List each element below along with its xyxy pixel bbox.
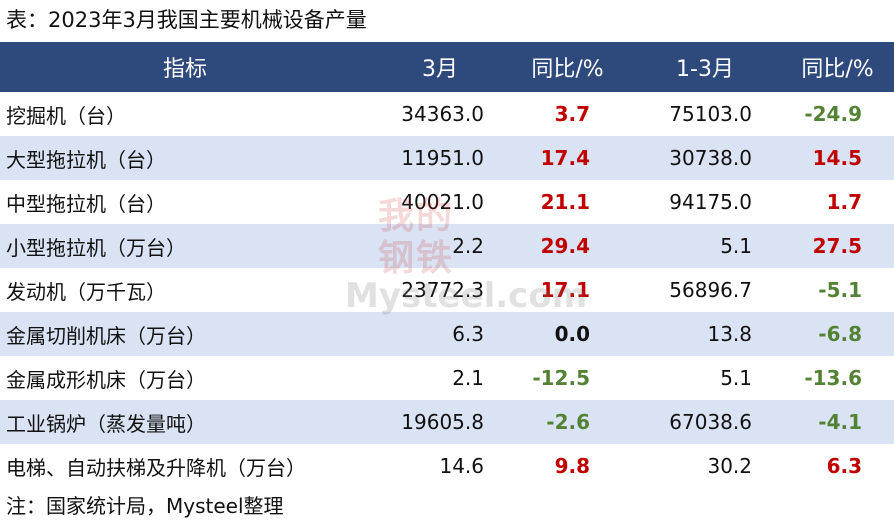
data-cell: 1.7 [826,190,862,214]
data-cell: -5.1 [818,278,862,302]
row-label: 工业锅炉（蒸发量吨） [6,411,206,436]
data-cell: -2.6 [546,410,590,434]
data-cell: 21.1 [540,190,590,214]
data-cell: 6.3 [452,322,484,346]
table-row: 发动机（万千瓦） 23772.3 17.1 56896.7 -5.1 [0,268,894,312]
table-title: 表：2023年3月我国主要机械设备产量 [6,8,367,32]
data-cell: -13.6 [804,366,862,390]
row-label: 小型拖拉机（万台） [6,235,186,260]
row-label: 挖掘机（台） [6,103,126,128]
data-cell: 11951.0 [401,146,484,170]
data-cell: 14.5 [812,146,862,170]
table-row: 中型拖拉机（台） 40021.0 21.1 94175.0 1.7 [0,180,894,224]
data-cell: 30738.0 [669,146,752,170]
data-cell: 2.2 [452,234,484,258]
data-cell: 14.6 [439,454,484,478]
table-row: 挖掘机（台） 34363.0 3.7 75103.0 -24.9 [0,92,894,136]
data-cell: -6.8 [818,322,862,346]
table-row: 工业锅炉（蒸发量吨） 19605.8 -2.6 67038.6 -4.1 [0,400,894,444]
table-row: 小型拖拉机（万台） 2.2 29.4 5.1 27.5 [0,224,894,268]
header-cell: 同比/% [801,57,874,82]
data-cell: 17.4 [540,146,590,170]
data-cell: 34363.0 [401,102,484,126]
data-cell: 19605.8 [401,410,484,434]
row-label: 中型拖拉机（台） [6,191,166,216]
data-cell: 94175.0 [669,190,752,214]
data-cell: -4.1 [818,410,862,434]
data-cell: 30.2 [707,454,752,478]
table-row: 大型拖拉机（台） 11951.0 17.4 30738.0 14.5 [0,136,894,180]
data-cell: 17.1 [540,278,590,302]
data-cell: 0.0 [554,322,590,346]
watermark-logo: 我的钢铁 [378,196,455,279]
note: 注：国家统计局，Mysteel整理 [6,494,284,518]
row-label: 电梯、自动扶梯及升降机（万台） [6,455,306,480]
data-cell: -12.5 [532,366,590,390]
header-cell: 同比/% [531,57,604,82]
row-label: 金属成形机床（万台） [6,367,206,392]
data-cell: 9.8 [554,454,590,478]
data-cell: -24.9 [804,102,862,126]
data-cell: 29.4 [540,234,590,258]
data-cell: 13.8 [707,322,752,346]
data-cell: 2.1 [452,366,484,390]
data-cell: 27.5 [812,234,862,258]
data-cell: 56896.7 [669,278,752,302]
watermark-site: Mysteel.com [345,276,588,316]
table-row: 金属成形机床（万台） 2.1 -12.5 5.1 -13.6 [0,356,894,400]
data-cell: 67038.6 [669,410,752,434]
data-cell: 5.1 [720,366,752,390]
header-cell: 3月 [422,57,458,82]
header-cell: 指标 [162,57,207,82]
header-row: 指标 3月 同比/% 1-3月 同比/% [0,42,894,92]
row-label: 大型拖拉机（台） [6,147,166,172]
header-cell: 1-3月 [676,57,734,82]
data-cell: 75103.0 [669,102,752,126]
data-cell: 5.1 [720,234,752,258]
data-cell: 23772.3 [401,278,484,302]
row-label: 发动机（万千瓦） [6,279,166,304]
table-row: 电梯、自动扶梯及升降机（万台） 14.6 9.8 30.2 6.3 [0,444,894,488]
table-row: 金属切削机床（万台） 6.3 0.0 13.8 -6.8 [0,312,894,356]
data-cell: 3.7 [554,102,590,126]
row-label: 金属切削机床（万台） [6,323,206,348]
data-cell: 6.3 [826,454,862,478]
data-cell: 40021.0 [401,190,484,214]
